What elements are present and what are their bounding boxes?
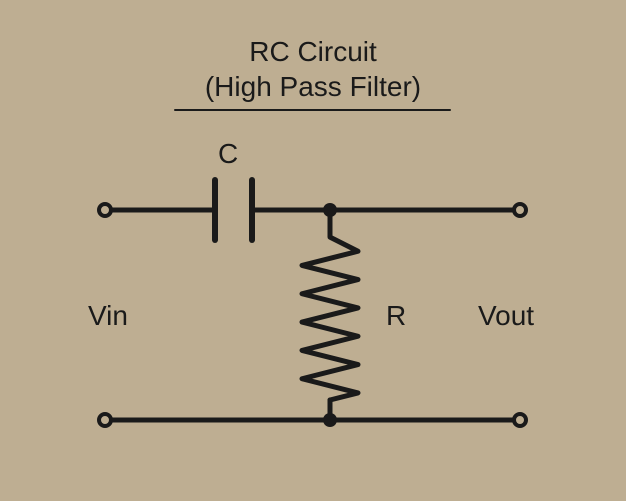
vout-label: Vout <box>478 300 534 332</box>
vin-label: Vin <box>88 300 128 332</box>
resistor-label: R <box>386 300 406 332</box>
title-line-2: (High Pass Filter) <box>0 69 626 104</box>
diagram-title: RC Circuit (High Pass Filter) <box>0 34 626 104</box>
circuit-diagram: RC Circuit (High Pass Filter) C R Vin Vo… <box>0 0 626 501</box>
title-line-1: RC Circuit <box>0 34 626 69</box>
capacitor-label: C <box>218 138 238 170</box>
